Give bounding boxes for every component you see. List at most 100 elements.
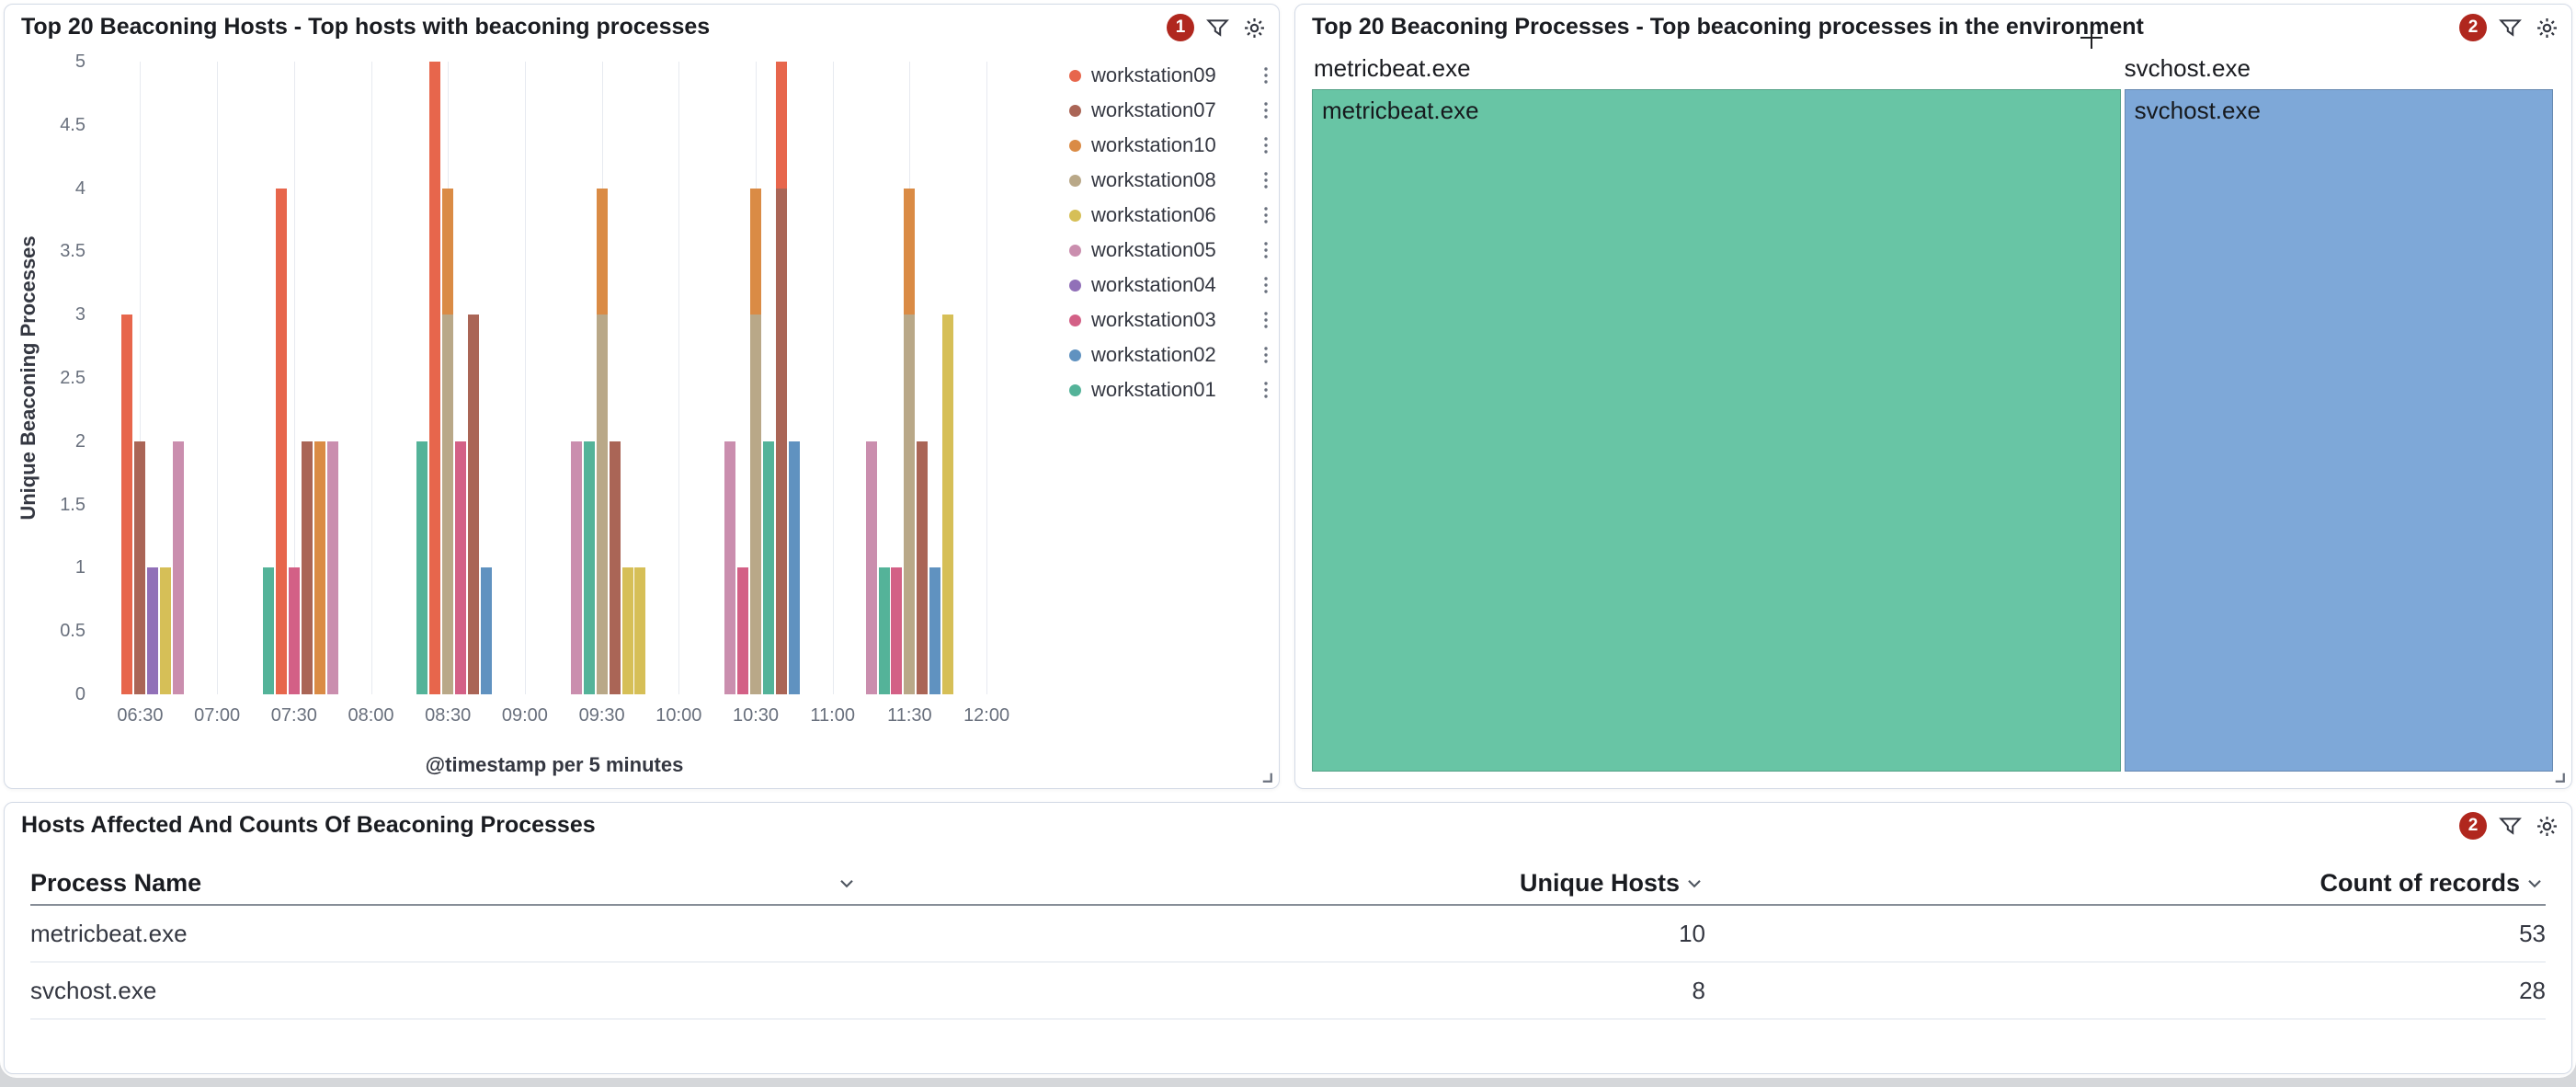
legend-item-workstation08[interactable]: workstation08 [1069, 163, 1275, 198]
legend-item-workstation02[interactable]: workstation02 [1069, 338, 1275, 372]
legend-item-workstation01[interactable]: workstation01 [1069, 372, 1275, 407]
legend-dot [1069, 139, 1081, 152]
gear-icon[interactable] [1240, 14, 1268, 41]
legend-label: workstation08 [1091, 168, 1216, 191]
legend-dot [1069, 314, 1081, 326]
bar-workstation10[interactable] [904, 188, 916, 315]
bar-workstation08[interactable] [904, 315, 916, 694]
legend-dot [1069, 174, 1081, 187]
bar-workstation05[interactable] [865, 441, 877, 694]
y-tick-label: 1 [74, 557, 85, 578]
y-tick-label: 2.5 [60, 368, 85, 388]
bar-workstation09[interactable] [429, 62, 441, 694]
legend-label: workstation03 [1091, 308, 1216, 331]
y-axis-ticks: 0 0.5 1 1.5 2 2.5 3 3.5 4 4.5 5 [23, 51, 85, 704]
bar-workstation10[interactable] [442, 188, 454, 315]
filter-count-badge[interactable]: 2 [2459, 14, 2487, 41]
filter-icon[interactable] [2496, 812, 2524, 840]
bar-workstation01[interactable] [416, 441, 428, 694]
filter-icon[interactable] [2496, 14, 2524, 41]
legend-item-workstation07[interactable]: workstation07 [1069, 93, 1275, 128]
bar-workstation08[interactable] [596, 315, 608, 694]
bar-workstation04[interactable] [147, 567, 159, 694]
filter-count-badge[interactable]: 2 [2459, 812, 2487, 840]
bar-workstation06[interactable] [621, 567, 633, 694]
bar-workstation05[interactable] [173, 441, 185, 694]
bar-workstation09[interactable] [775, 62, 787, 189]
vertical-dots-icon[interactable] [1262, 308, 1275, 332]
legend-item-workstation10[interactable]: workstation10 [1069, 128, 1275, 163]
bar-workstation07[interactable] [775, 188, 787, 694]
vertical-dots-icon[interactable] [1262, 168, 1275, 192]
gridline [832, 62, 834, 694]
bar-workstation03[interactable] [455, 441, 467, 694]
legend-label: workstation04 [1091, 273, 1216, 296]
vertical-dots-icon[interactable] [1262, 98, 1275, 122]
bar-workstation07[interactable] [134, 441, 146, 694]
bar-workstation10[interactable] [313, 441, 325, 694]
bar-workstation02[interactable] [481, 567, 493, 694]
bar-workstation07[interactable] [468, 315, 480, 694]
bar-workstation01[interactable] [583, 441, 595, 694]
legend-dot [1069, 69, 1081, 82]
gear-icon[interactable] [2533, 812, 2560, 840]
bar-workstation01[interactable] [762, 441, 774, 694]
bar-workstation03[interactable] [288, 567, 300, 694]
legend-item-workstation05[interactable]: workstation05 [1069, 233, 1275, 268]
legend-dot [1069, 209, 1081, 222]
vertical-dots-icon[interactable] [1262, 378, 1275, 402]
gear-icon[interactable] [2533, 14, 2560, 41]
bar-workstation08[interactable] [750, 315, 761, 694]
treemap-tile-metricbeat.exe[interactable]: metricbeat.exe [1312, 89, 2121, 772]
y-tick-label: 0 [74, 684, 85, 704]
panel-beaconing-hosts: Top 20 Beaconing Hosts - Top hosts with … [4, 4, 1280, 789]
vertical-dots-icon[interactable] [1262, 203, 1275, 227]
bar-workstation09[interactable] [275, 188, 287, 694]
legend-item-workstation06[interactable]: workstation06 [1069, 198, 1275, 233]
resize-handle-icon[interactable] [1257, 767, 1273, 784]
bar-workstation01[interactable] [878, 567, 890, 694]
panel-title: Top 20 Beaconing Processes - Top beaconi… [1312, 14, 2144, 40]
bar-workstation03[interactable] [891, 567, 903, 694]
resize-handle-icon[interactable] [2549, 767, 2566, 784]
column-header-unique-hosts[interactable]: Unique Hosts [858, 869, 1705, 898]
bar-workstation10[interactable] [596, 188, 608, 315]
bar-workstation02[interactable] [929, 567, 941, 694]
vertical-dots-icon[interactable] [1262, 63, 1275, 87]
cell-process-name: metricbeat.exe [30, 919, 188, 947]
filter-icon[interactable] [1203, 14, 1231, 41]
panel-beaconing-processes: Top 20 Beaconing Processes - Top beaconi… [1294, 4, 2572, 789]
bar-workstation01[interactable] [262, 567, 274, 694]
legend-item-workstation04[interactable]: workstation04 [1069, 268, 1275, 303]
vertical-dots-icon[interactable] [1262, 238, 1275, 262]
x-tick-label: 10:30 [732, 705, 780, 726]
vertical-dots-icon[interactable] [1262, 133, 1275, 157]
cell-count-of-records: 53 [2519, 919, 2546, 947]
bar-plot [97, 62, 1012, 694]
vertical-dots-icon[interactable] [1262, 343, 1275, 367]
column-header-count-of-records[interactable]: Count of records [1705, 869, 2546, 898]
bar-workstation06[interactable] [634, 567, 646, 694]
bar-workstation07[interactable] [609, 441, 621, 694]
legend-label: workstation07 [1091, 98, 1216, 121]
bar-workstation05[interactable] [570, 441, 582, 694]
bar-workstation07[interactable] [917, 441, 929, 694]
x-tick-label: 06:30 [117, 705, 164, 726]
bar-workstation05[interactable] [326, 441, 338, 694]
bar-workstation06[interactable] [942, 315, 954, 694]
legend-item-workstation03[interactable]: workstation03 [1069, 303, 1275, 338]
bar-workstation06[interactable] [160, 567, 172, 694]
column-header-process-name[interactable]: Process Name [30, 869, 858, 898]
legend-item-workstation09[interactable]: workstation09 [1069, 58, 1275, 93]
x-axis-title: @timestamp per 5 minutes [425, 753, 684, 776]
bar-workstation09[interactable] [121, 315, 133, 694]
bar-workstation02[interactable] [788, 441, 800, 694]
treemap-tile-svchost.exe[interactable]: svchost.exe [2124, 89, 2553, 772]
bar-workstation07[interactable] [301, 441, 313, 694]
bar-workstation10[interactable] [750, 188, 761, 315]
bar-workstation05[interactable] [724, 441, 736, 694]
bar-workstation08[interactable] [442, 315, 454, 694]
filter-count-badge[interactable]: 1 [1167, 14, 1194, 41]
bar-workstation03[interactable] [737, 567, 749, 694]
vertical-dots-icon[interactable] [1262, 273, 1275, 297]
